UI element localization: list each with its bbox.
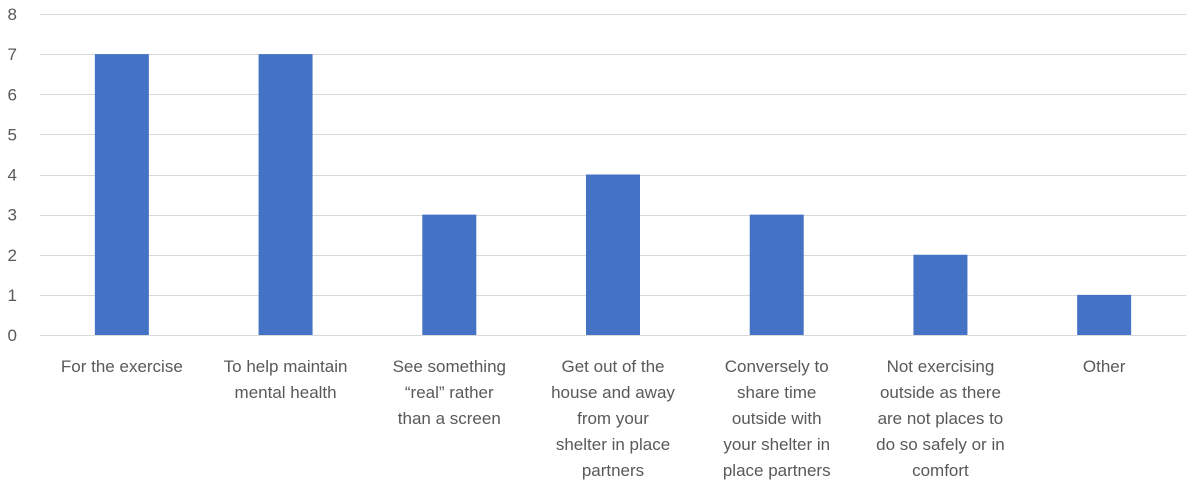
x-tick-label-line: from your: [577, 409, 649, 428]
x-tick-label-line: Get out of the: [561, 357, 664, 376]
bars: [94, 54, 1132, 335]
y-tick-label: 7: [8, 45, 17, 64]
y-tick-label: 0: [8, 326, 17, 345]
y-axis-ticks: 0 1 2 3 4 5 6 7 8: [8, 5, 17, 345]
x-tick-label-line: Conversely to: [725, 357, 829, 376]
x-tick-label-line: For the exercise: [61, 357, 183, 376]
x-tick-label-line: your shelter in: [723, 435, 830, 454]
x-tick-label-line: than a screen: [398, 409, 501, 428]
x-tick-label-line: See something: [393, 357, 506, 376]
x-tick-label-line: are not places to: [878, 409, 1004, 428]
x-tick-label-line: outside as there: [880, 383, 1001, 402]
x-tick-label: Other: [1083, 357, 1126, 376]
x-tick-label-line: place partners: [723, 461, 831, 480]
x-tick-label-line: comfort: [912, 461, 969, 480]
x-tick-label-line: partners: [582, 461, 644, 480]
y-tick-label: 3: [8, 206, 17, 225]
x-tick-label: Get out of the house and away from your she…: [551, 357, 675, 480]
y-tick-label: 2: [8, 246, 17, 265]
x-tick-label: To help maintain mental health: [224, 357, 348, 402]
y-tick-label: 1: [8, 286, 17, 305]
y-tick-label: 5: [8, 125, 17, 144]
bar: [586, 174, 640, 335]
x-tick-label-line: “real” rather: [405, 383, 494, 402]
x-axis-labels: For the exercise To help maintain mental h…: [61, 357, 1126, 480]
x-tick-label-line: Not exercising: [887, 357, 995, 376]
bar: [913, 254, 968, 335]
bar: [749, 214, 804, 335]
y-tick-label: 8: [8, 5, 17, 24]
x-tick-label-line: do so safely or in: [876, 435, 1005, 454]
x-tick-label: Conversely to share time outside with your …: [723, 357, 831, 480]
bar: [94, 54, 149, 335]
y-tick-label: 6: [8, 85, 17, 104]
bar: [1077, 294, 1132, 335]
bar: [422, 214, 477, 335]
bar: [258, 54, 313, 335]
x-tick-label: See something “real” rather than a screen: [393, 357, 506, 428]
x-tick-label-line: share time: [737, 383, 816, 402]
x-tick-label: Not exercising outside as there are not pl…: [876, 357, 1005, 480]
x-tick-label: For the exercise: [61, 357, 183, 376]
x-tick-label-line: mental health: [235, 383, 337, 402]
x-tick-label-line: shelter in place: [556, 435, 670, 454]
x-tick-label-line: outside with: [732, 409, 822, 428]
y-tick-label: 4: [8, 166, 17, 185]
x-tick-label-line: Other: [1083, 357, 1126, 376]
x-tick-label-line: house and away: [551, 383, 675, 402]
x-tick-label-line: To help maintain: [224, 357, 348, 376]
